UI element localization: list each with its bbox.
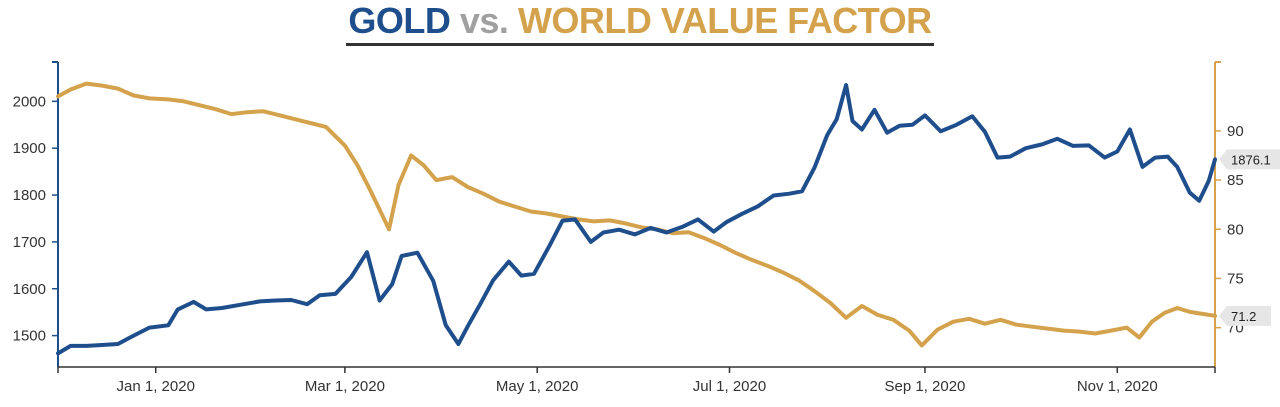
end-value-label: 71.2 bbox=[1231, 309, 1256, 324]
gold-price-line bbox=[56, 83, 1217, 356]
chart-title-underline: GOLD vs. WORLD VALUE FACTOR bbox=[346, 0, 934, 46]
end-value-flag-box bbox=[1219, 149, 1280, 170]
right-axis-tick-label: 80 bbox=[1227, 221, 1244, 238]
left-axis-tick-label: 1700 bbox=[13, 234, 46, 251]
left-axis-tick-label: 1600 bbox=[13, 281, 46, 298]
gold-end-value-flag: 1876.1 bbox=[1219, 149, 1280, 170]
x-axis-tick-label: Jan 1, 2020 bbox=[117, 378, 195, 395]
title-gold: GOLD bbox=[348, 0, 451, 41]
left-axis-tick-label: 2000 bbox=[13, 93, 46, 110]
right-axis-tick-label: 85 bbox=[1227, 172, 1244, 189]
end-value-label: 1876.1 bbox=[1231, 152, 1271, 167]
value-factor-end-value-flag: 71.2 bbox=[1219, 305, 1271, 326]
left-axis-tick-label: 1500 bbox=[13, 328, 46, 345]
title-vs: vs. bbox=[450, 0, 518, 41]
end-value-flag-box bbox=[1219, 305, 1271, 326]
x-axis-tick-label: Nov 1, 2020 bbox=[1077, 378, 1158, 395]
chart-title: GOLD vs. WORLD VALUE FACTOR bbox=[0, 0, 1280, 46]
x-axis-tick-label: May 1, 2020 bbox=[496, 378, 579, 395]
x-axis-tick-label: Mar 1, 2020 bbox=[305, 378, 385, 395]
right-axis-tick-label: 90 bbox=[1227, 123, 1244, 140]
x-axis-tick-label: Sep 1, 2020 bbox=[885, 378, 966, 395]
title-world-value-factor: WORLD VALUE FACTOR bbox=[517, 0, 932, 41]
x-axis-tick-label: Jul 1, 2020 bbox=[693, 378, 766, 395]
left-axis-tick-label: 1900 bbox=[13, 140, 46, 157]
world-value-factor-line bbox=[56, 81, 1217, 348]
left-axis-tick-label: 1800 bbox=[13, 187, 46, 204]
right-axis-tick-label: 75 bbox=[1227, 270, 1244, 287]
